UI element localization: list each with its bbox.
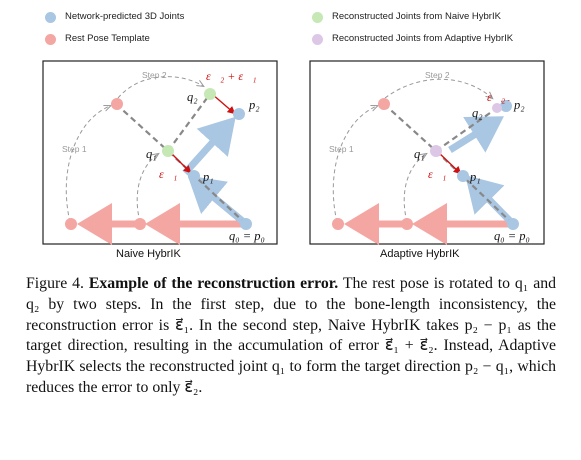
label-eps1: ε⃗₁: [159, 167, 177, 181]
label-eps2: ε⃗₂: [487, 90, 505, 104]
label-p2: p₂: [248, 98, 260, 112]
label-q2: q₂: [187, 90, 198, 104]
dashed-bone-q0-q1: [435, 150, 514, 225]
rest-joint-top: [111, 98, 123, 110]
legend-adaptive-label: Reconstructed Joints from Adaptive HybrI…: [332, 33, 514, 44]
joint-p2: [500, 100, 512, 112]
dashed-bone-rest-rotated: [115, 103, 169, 152]
rest-joint-0: [65, 218, 77, 230]
label-q1: q₁: [414, 147, 425, 161]
error-eps1-arrow: [437, 151, 462, 175]
joint-p2: [233, 108, 245, 120]
label-q2: q₂: [472, 106, 483, 120]
step2-arc: [384, 78, 492, 98]
label-p2: p₂: [513, 98, 525, 112]
joint-p0: [240, 218, 252, 230]
adaptive-joint-q2: [492, 103, 502, 113]
step1-label: Step 1: [62, 144, 87, 154]
label-eps-sum: ε⃗₂ + ε⃗₁: [206, 69, 257, 83]
adaptive-joint-swatch: [312, 34, 323, 45]
rest-pose-swatch: [45, 34, 56, 45]
adaptive-panel: Step 1 Step 2 q₀ = p₀ p₁ p₂ q₁ q₂ ε⃗₁ ε⃗…: [309, 60, 545, 245]
rest-joint-1: [401, 218, 413, 230]
joint-p1: [457, 170, 469, 182]
dashed-bone-q0-q1: [167, 150, 247, 225]
step1-label: Step 1: [329, 144, 354, 154]
step1-arc-outer: [332, 106, 377, 223]
caption-title: Example of the reconstruction error.: [88, 275, 339, 292]
network-bone-2: [448, 116, 504, 153]
network-bone-2: [182, 116, 236, 176]
naive-joint-q1: [162, 145, 174, 157]
label-eps1: ε⃗₁: [428, 167, 446, 181]
label-p1: p₁: [469, 170, 481, 184]
label-q1: q₁: [146, 147, 157, 161]
label-q0-p0: q₀ = p₀: [229, 229, 265, 243]
label-q0-p0: q₀ = p₀: [494, 229, 530, 243]
naive-joint-swatch: [312, 12, 323, 23]
rest-joint-top: [378, 98, 390, 110]
dashed-bone-q1-q2: [435, 107, 498, 152]
joint-p1: [188, 170, 200, 182]
legend-naive-label: Reconstructed Joints from Naive HybrIK: [332, 11, 501, 22]
dashed-bone-rest-rotated: [383, 103, 437, 152]
adaptive-panel-label: Adaptive HybrIK: [380, 248, 460, 260]
reconstruction-diagram: Step 1 Step 2 q₀ = p₀ p₁ p₂ q₁ q₂ ε⃗₁ ε⃗…: [42, 60, 545, 245]
rest-joint-1: [134, 218, 146, 230]
caption-body: The rest pose is rotated to q₁ and q₂ by…: [26, 275, 556, 396]
rest-joint-0: [332, 218, 344, 230]
adaptive-joint-q1: [430, 145, 442, 157]
step1-arc-outer: [65, 106, 110, 223]
step1-arc-inner: [136, 154, 158, 223]
joint-p0: [507, 218, 519, 230]
step2-label: Step 2: [425, 70, 450, 80]
step1-arc-inner: [403, 154, 426, 223]
caption-figure-number: Figure 4.: [26, 275, 84, 292]
network-joint-swatch: [45, 12, 56, 23]
legend-network-label: Network-predicted 3D Joints: [65, 11, 185, 22]
step2-label: Step 2: [142, 70, 167, 80]
dashed-bone-q1-q2: [167, 93, 211, 152]
naive-panel-label: Naive HybrIK: [116, 248, 181, 260]
naive-panel: Step 1 Step 2 q₀ = p₀ p₁ p₂ q₁ q₂ ε⃗₁ ε⃗…: [42, 60, 278, 245]
figure-caption: Figure 4. Example of the reconstruction …: [26, 274, 556, 399]
legend-rest-label: Rest Pose Template: [65, 33, 150, 44]
error-eps1-arrow: [169, 151, 192, 174]
error-eps-sum-arrow: [211, 93, 236, 115]
label-p1: p₁: [202, 170, 214, 184]
naive-joint-q2: [204, 88, 216, 100]
step2-arc: [117, 76, 203, 99]
